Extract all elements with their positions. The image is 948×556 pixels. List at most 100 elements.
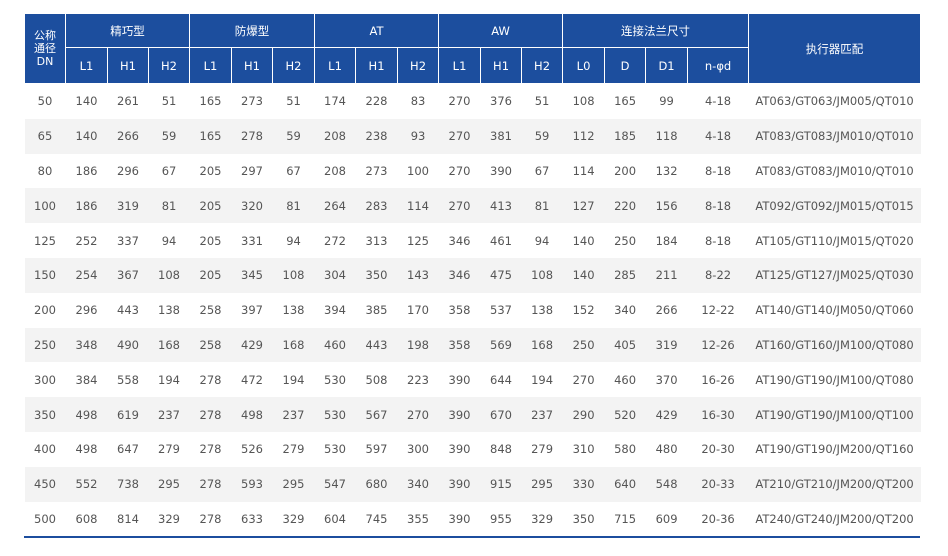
table-cell: 340 bbox=[614, 303, 637, 318]
column-header: n-φd bbox=[687, 47, 750, 84]
column-header: L1 bbox=[314, 47, 357, 84]
table-cell: 460 bbox=[614, 372, 637, 387]
column-header: H1 bbox=[107, 47, 149, 84]
column-header: H2 bbox=[147, 47, 191, 84]
table-cell: 508 bbox=[365, 372, 388, 387]
table-cell: 297 bbox=[241, 163, 263, 178]
table-cell: 848 bbox=[490, 442, 512, 457]
table-cell: 4-18 bbox=[687, 118, 749, 154]
table-cell: 390 bbox=[448, 442, 471, 457]
table-cell: 186 bbox=[65, 188, 108, 224]
table-cell: 93 bbox=[397, 118, 439, 154]
table-cell: 346 bbox=[448, 233, 471, 248]
table-row: 150 254 367 108 205 345 108 304 350 143 346 475 108 1… bbox=[24, 257, 921, 293]
table-cell: 266 bbox=[107, 118, 149, 154]
table-cell: 331 bbox=[241, 233, 263, 248]
table-cell: 295 bbox=[148, 466, 190, 502]
table-cell: 83 bbox=[410, 94, 426, 109]
table-cell: 165 bbox=[189, 118, 232, 154]
table-cell: 390 bbox=[438, 466, 481, 502]
table-cell: 238 bbox=[355, 118, 398, 154]
table-cell: 258 bbox=[199, 303, 222, 318]
table-cell: 12-22 bbox=[701, 303, 735, 318]
table-cell: 94 bbox=[286, 233, 301, 248]
table-cell: 278 bbox=[199, 511, 222, 526]
table-cell: 345 bbox=[231, 257, 273, 293]
table-cell: 80 bbox=[37, 163, 53, 178]
table-cell: 211 bbox=[645, 257, 688, 293]
table-cell: 300 bbox=[34, 372, 56, 387]
table-cell: 461 bbox=[490, 233, 512, 248]
table-cell: 108 bbox=[272, 257, 315, 293]
table-cell: 340 bbox=[397, 466, 439, 502]
table-cell: 270 bbox=[397, 397, 439, 432]
table-cell: 278 bbox=[189, 397, 232, 432]
table-cell: 132 bbox=[655, 163, 678, 178]
table-row: 100 186 319 81 205 320 81 264 283 114 270 413 81 127 2… bbox=[24, 188, 921, 224]
table-cell: 200 bbox=[614, 163, 637, 178]
column-header: L0 bbox=[562, 47, 606, 84]
table-cell: AT190/GT190/JM200/QT160 bbox=[755, 442, 914, 457]
group-header: AT bbox=[314, 13, 440, 48]
table-cell: 99 bbox=[659, 94, 674, 109]
table-cell: 237 bbox=[148, 397, 190, 432]
table-cell: 680 bbox=[355, 466, 398, 502]
table-row: 400 498 647 279 278 526 279 530 597 300 390 848 279 3… bbox=[25, 432, 921, 467]
table-cell: 250 bbox=[614, 233, 637, 248]
table-cell: 250 bbox=[562, 327, 605, 363]
table-cell: 530 bbox=[314, 397, 356, 432]
table-cell: 59 bbox=[272, 118, 315, 154]
table-cell: AT190/GT190/JM100/QT080 bbox=[755, 372, 914, 387]
table-cell: 140 bbox=[562, 257, 605, 293]
table-cell: 567 bbox=[355, 397, 398, 432]
table-cell: 270 bbox=[438, 188, 481, 224]
table-cell: 738 bbox=[107, 466, 149, 502]
table-cell: 715 bbox=[614, 511, 637, 526]
table-cell: 604 bbox=[324, 511, 346, 526]
table-cell: 81 bbox=[148, 188, 190, 224]
table-cell: 127 bbox=[562, 188, 605, 224]
table-cell: 597 bbox=[365, 442, 388, 457]
column-header: D bbox=[604, 47, 647, 84]
header-row: L1 H1 H2 L1 H1 H2 L1 H1 H2 L1 H1 H2 L0 D D1 n-φd bbox=[25, 47, 921, 84]
table-cell: 526 bbox=[241, 442, 263, 457]
table-cell: 358 bbox=[448, 303, 471, 318]
table-cell: AT083/GT083/JM010/QT010 bbox=[755, 163, 914, 178]
table-cell: 593 bbox=[231, 466, 273, 502]
table-cell: 358 bbox=[438, 327, 481, 363]
table-cell: 548 bbox=[645, 466, 688, 502]
table-cell: 118 bbox=[645, 118, 688, 154]
spec-table: 公称 通径 DN 精巧型 防爆型 AT AW 连接法兰尺寸 执行器匹配 L1 H1 H2 L1 H1 H2 L… bbox=[24, 13, 922, 537]
table-row: 125 252 337 94 205 331 94 272 313 125 346 461 94 140 2… bbox=[25, 223, 921, 258]
table-cell: 65 bbox=[24, 118, 66, 154]
table-cell: AT210/GT210/JM200/QT200 bbox=[748, 466, 921, 502]
table-row: 500 608 814 329 278 633 329 604 745 355 390 955 329 3… bbox=[25, 502, 921, 537]
table-cell: 278 bbox=[199, 442, 222, 457]
table-cell: 530 bbox=[324, 442, 346, 457]
table-cell: 390 bbox=[438, 397, 481, 432]
table-cell: AT160/GT160/JM100/QT080 bbox=[748, 327, 921, 363]
table-cell: 558 bbox=[117, 372, 139, 387]
table-cell: 150 bbox=[24, 257, 66, 293]
table-cell: 258 bbox=[189, 327, 232, 363]
column-header: H2 bbox=[521, 47, 564, 84]
table-cell: 220 bbox=[604, 188, 646, 224]
table-cell: 475 bbox=[480, 257, 522, 293]
table-cell: 254 bbox=[65, 257, 108, 293]
table-cell: 50 bbox=[37, 94, 53, 109]
table-cell: 346 bbox=[438, 257, 481, 293]
table-cell: 370 bbox=[655, 372, 678, 387]
table-cell: 397 bbox=[241, 303, 263, 318]
table-cell: 443 bbox=[355, 327, 398, 363]
table-cell: 20-36 bbox=[701, 511, 735, 526]
table-cell: 283 bbox=[355, 188, 398, 224]
table-cell: 498 bbox=[231, 397, 273, 432]
table-cell: 194 bbox=[282, 372, 305, 387]
dn-header-line: 通径 bbox=[34, 42, 56, 55]
table-cell: 250 bbox=[24, 327, 66, 363]
table-cell: 955 bbox=[490, 511, 512, 526]
table-cell: 270 bbox=[448, 94, 471, 109]
table-row: 80 186 296 67 205 297 67 208 273 100 270 390 67 114 20… bbox=[25, 154, 921, 189]
table-cell: 429 bbox=[231, 327, 273, 363]
table-cell: 208 bbox=[324, 163, 346, 178]
